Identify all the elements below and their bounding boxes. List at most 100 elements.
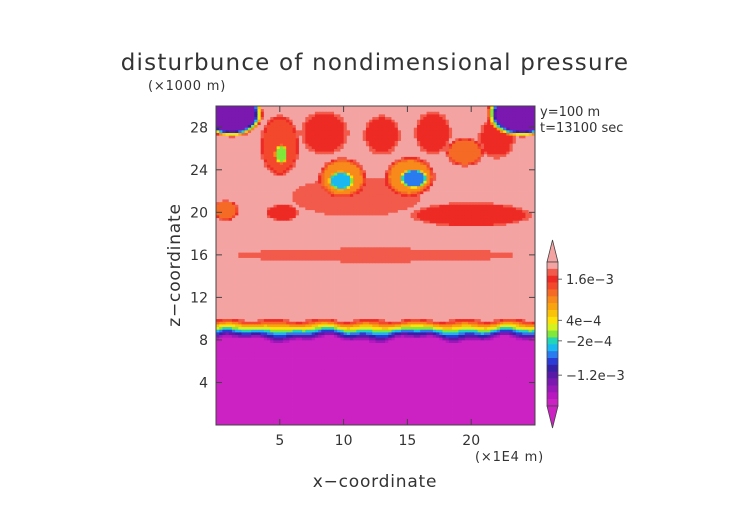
field-cell xyxy=(397,401,402,405)
field-cell xyxy=(416,369,421,373)
field-cell xyxy=(311,403,316,407)
field-cell xyxy=(499,371,504,375)
field-cell xyxy=(279,316,284,320)
field-cell xyxy=(509,401,514,405)
field-cell xyxy=(251,406,255,410)
field-cell xyxy=(260,310,265,314)
field-cell xyxy=(503,329,507,333)
field-cell xyxy=(522,366,526,370)
field-cell xyxy=(337,366,341,370)
field-cell xyxy=(216,318,220,322)
field-cell xyxy=(311,358,316,362)
field-cell xyxy=(381,300,386,304)
field-cell xyxy=(483,331,488,336)
field-cell xyxy=(216,316,220,320)
field-cell xyxy=(512,417,517,421)
field-cell xyxy=(327,347,332,351)
field-cell xyxy=(458,294,463,298)
field-cell xyxy=(216,345,220,349)
field-cell xyxy=(225,310,230,314)
field-cell xyxy=(401,361,405,365)
field-cell xyxy=(471,374,475,378)
field-cell xyxy=(305,302,309,306)
field-cell xyxy=(455,422,459,425)
field-cell xyxy=(219,326,223,330)
field-cell xyxy=(372,361,376,365)
field-cell xyxy=(461,313,466,317)
field-cell xyxy=(302,292,306,296)
field-cell xyxy=(506,363,510,367)
field-cell xyxy=(235,422,239,425)
field-cell xyxy=(340,300,344,304)
field-cell xyxy=(388,363,392,367)
field-cell xyxy=(487,347,491,351)
field-cell xyxy=(343,345,348,349)
field-cell xyxy=(407,339,411,343)
field-cell xyxy=(362,361,367,365)
field-cell xyxy=(257,329,262,333)
field-cell xyxy=(279,308,284,312)
field-cell xyxy=(286,334,290,338)
field-cell xyxy=(519,326,523,330)
field-cell xyxy=(292,308,297,312)
field-cell xyxy=(235,331,239,336)
field-cell xyxy=(468,337,472,341)
field-cell xyxy=(490,331,494,336)
field-cell xyxy=(324,419,329,423)
field-cell xyxy=(372,323,376,328)
field-cell xyxy=(522,318,526,322)
field-cell xyxy=(257,316,262,320)
field-cell xyxy=(394,398,399,402)
field-cell xyxy=(257,342,262,346)
field-cell xyxy=(445,398,450,402)
field-cell xyxy=(531,300,535,304)
field-cell xyxy=(343,361,348,365)
plot-area xyxy=(215,105,536,426)
field-cell xyxy=(216,422,220,425)
field-cell xyxy=(356,353,360,357)
field-cell xyxy=(448,318,453,322)
field-cell xyxy=(343,347,348,351)
field-cell xyxy=(525,414,530,418)
field-cell xyxy=(305,342,309,346)
field-cell xyxy=(522,353,526,357)
field-cell xyxy=(318,300,322,304)
field-cell xyxy=(359,403,364,407)
field-cell xyxy=(531,374,535,378)
field-cell xyxy=(483,308,488,312)
field-cell xyxy=(509,350,514,354)
field-cell xyxy=(512,305,517,309)
field-cell xyxy=(512,374,517,378)
field-cell xyxy=(257,331,262,336)
field-cell xyxy=(238,403,242,407)
field-cell xyxy=(455,313,459,317)
field-cell xyxy=(346,363,351,367)
field-cell xyxy=(461,361,466,365)
field-cell xyxy=(381,342,386,346)
field-cell xyxy=(391,382,396,386)
field-cell xyxy=(216,366,220,370)
field-cell xyxy=(381,355,386,359)
field-cell xyxy=(349,323,354,328)
field-cell xyxy=(365,318,370,322)
field-cell xyxy=(372,398,376,402)
field-cell xyxy=(247,406,252,410)
field-cell xyxy=(251,342,255,346)
field-cell xyxy=(397,334,402,338)
field-cell xyxy=(503,316,507,320)
field-cell xyxy=(490,339,494,343)
field-cell xyxy=(448,355,453,359)
field-cell xyxy=(375,353,380,357)
field-cell xyxy=(429,318,434,322)
field-cell xyxy=(461,369,466,373)
chart-title: disturbunce of nondimensional pressure xyxy=(121,50,629,76)
field-cell xyxy=(455,363,459,367)
field-cell xyxy=(267,339,271,343)
field-cell xyxy=(381,403,386,407)
field-cell xyxy=(522,361,526,365)
field-cell xyxy=(388,353,392,357)
field-cell xyxy=(464,395,469,399)
field-cell xyxy=(493,339,498,343)
field-cell xyxy=(391,417,396,421)
field-cell xyxy=(238,361,242,365)
